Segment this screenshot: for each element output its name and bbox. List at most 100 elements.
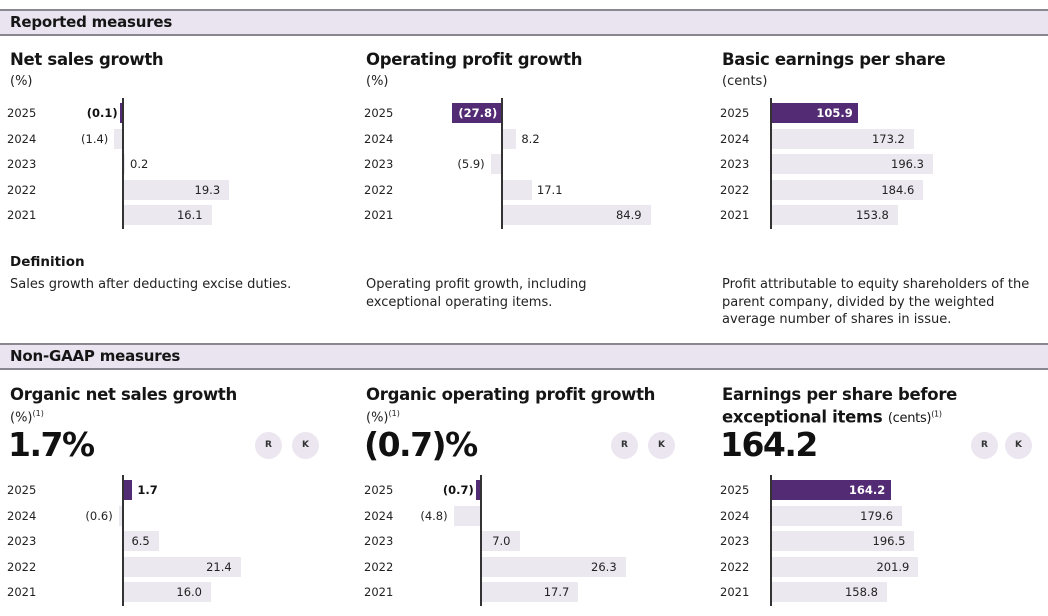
bar	[123, 480, 133, 500]
year-label: 2024	[720, 131, 750, 146]
data-label: 84.9	[615, 208, 642, 222]
bar	[476, 480, 480, 500]
bar	[771, 556, 919, 577]
bar	[123, 582, 211, 602]
year-label: 2022	[364, 182, 394, 197]
data-label: 164.2	[848, 483, 886, 497]
bar	[453, 505, 480, 526]
year-label: 2023	[364, 157, 394, 171]
data-label: 179.6	[860, 508, 894, 523]
bar	[771, 179, 924, 200]
year-label: 2023	[720, 157, 750, 171]
chart-axis	[770, 475, 772, 606]
panel-unit: (cents)(1)	[887, 410, 942, 427]
bar	[123, 556, 241, 577]
year-label: 2023	[720, 534, 750, 548]
bar	[490, 154, 501, 174]
data-label: 153.8	[855, 208, 889, 222]
data-label: (0.6)	[85, 508, 113, 523]
year-label: 2022	[364, 559, 394, 574]
panel-basic-eps: Basic earnings per share (cents)	[722, 50, 1048, 89]
chart-axis	[122, 475, 124, 606]
bar	[481, 556, 626, 577]
panel-eps-before-exceptional: Earnings per share before exceptional it…	[722, 385, 1048, 429]
data-label: 7.0	[492, 534, 511, 548]
year-label: 2025	[7, 106, 37, 120]
year-label: 2022	[7, 182, 37, 197]
year-label: 2023	[7, 157, 37, 171]
year-label: 2024	[364, 131, 394, 146]
data-label: 201.9	[876, 559, 910, 574]
data-label: 6.5	[131, 534, 150, 548]
data-label: (1.4)	[81, 131, 109, 146]
badge-k[interactable]: K	[292, 432, 319, 459]
data-label: 105.9	[816, 106, 853, 120]
panel-unit: (cents)	[722, 74, 768, 89]
year-label: 2025	[364, 106, 394, 120]
badge-k[interactable]: K	[1005, 432, 1032, 459]
data-label: 16.0	[176, 585, 202, 599]
chart-axis	[122, 98, 124, 229]
data-label: 16.1	[176, 208, 203, 222]
section-band-non-gaap: Non-GAAP measures	[0, 343, 1048, 370]
panel-organic-operating-profit-growth: Organic operating profit growth (%)(1)	[366, 385, 711, 425]
year-label: 2023	[7, 534, 37, 548]
bar	[123, 205, 212, 225]
badge-r[interactable]: R	[611, 432, 638, 459]
year-label: 2024	[7, 508, 37, 523]
definition-net-sales-growth: Sales growth after deducting excise duti…	[10, 277, 292, 292]
data-label: 1.7	[137, 483, 158, 497]
bar	[452, 103, 501, 123]
year-label: 2021	[364, 585, 394, 599]
year-label: 2021	[7, 585, 37, 599]
panel-unit: (%)	[10, 74, 33, 89]
bar	[481, 531, 520, 551]
badge-r[interactable]: R	[971, 432, 998, 459]
year-label: 2024	[7, 131, 37, 146]
data-label: 196.5	[872, 534, 906, 548]
bar	[771, 480, 891, 500]
panel-organic-net-sales-growth: Organic net sales growth (%)(1)	[10, 385, 355, 425]
data-label: (27.8)	[458, 106, 498, 120]
panel-title: Earnings per share before	[722, 385, 958, 404]
bar	[502, 179, 532, 200]
bar	[771, 505, 903, 526]
footnote-marker: (1)	[388, 409, 400, 418]
year-label: 2022	[720, 559, 750, 574]
bar	[114, 128, 122, 149]
year-label: 2023	[364, 534, 394, 548]
data-label: 173.2	[871, 131, 905, 146]
badge-k[interactable]: K	[648, 432, 675, 459]
footnote-marker: (1)	[931, 410, 942, 419]
chart-axis	[770, 98, 772, 229]
data-label: 21.4	[206, 559, 232, 574]
year-label: 2024	[720, 508, 750, 523]
badge-r[interactable]: R	[255, 432, 282, 459]
panel-net-sales-growth: Net sales growth (%)	[10, 50, 355, 89]
bar	[123, 154, 125, 174]
data-label: 17.1	[536, 182, 563, 197]
bar	[771, 154, 933, 174]
data-label: (4.8)	[420, 508, 448, 523]
year-label: 2025	[720, 106, 750, 120]
headline-value-organic-net-sales: 1.7%	[8, 425, 95, 464]
year-label: 2024	[364, 508, 394, 523]
section-title-reported: Reported measures	[10, 13, 173, 31]
panel-title: Basic earnings per share	[722, 50, 946, 69]
definition-operating-profit-growth: Operating profit growth, including excep…	[366, 277, 587, 310]
bar	[771, 103, 859, 123]
panel-title: Organic net sales growth	[10, 385, 237, 404]
bar	[771, 531, 915, 551]
data-label: 19.3	[194, 182, 221, 197]
data-label: (5.9)	[457, 157, 485, 171]
panel-title: Organic operating profit growth	[366, 385, 656, 404]
chart-axis	[480, 475, 482, 606]
definition-heading: Definition	[10, 254, 85, 270]
data-label: 158.8	[844, 585, 878, 599]
data-label: 184.6	[881, 182, 915, 197]
chart-axis	[501, 98, 503, 229]
year-label: 2022	[720, 182, 750, 197]
panel-title-line2: exceptional items (cents)(1)	[722, 407, 942, 427]
bar	[502, 128, 517, 149]
data-label: 196.3	[891, 157, 924, 171]
